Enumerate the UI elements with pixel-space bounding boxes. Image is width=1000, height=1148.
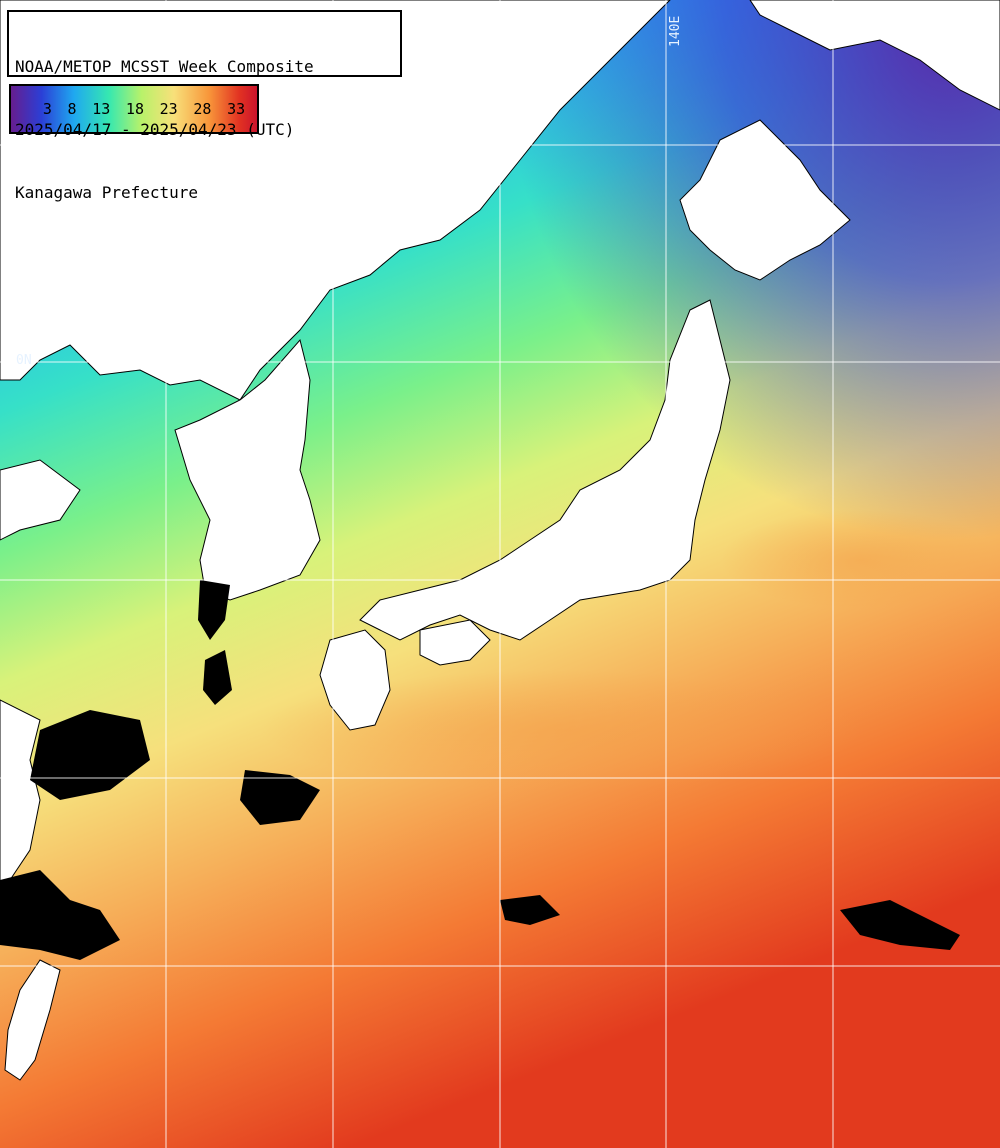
cloud-gap-korea-strait [198, 580, 230, 640]
cloud-gap-west-coast [0, 870, 120, 960]
warm-band-east [720, 510, 1000, 610]
legend-tick: 3 [42, 100, 52, 118]
land-far-east-north [749, 0, 1000, 111]
land-honshu [359, 299, 731, 641]
map-title-line-1: NOAA/METOP MCSST Week Composite [15, 57, 314, 76]
longitude-label: 140E [668, 15, 683, 47]
land-taiwan [4, 959, 61, 1081]
land-kyushu [319, 629, 391, 731]
legend-tick: 18 [125, 100, 144, 118]
legend-tick: 8 [67, 100, 77, 118]
legend-tick: 23 [159, 100, 178, 118]
map-title-box: NOAA/METOP MCSST Week Composite 2025/04/… [7, 10, 402, 202]
cloud-gap-east-pacific [840, 900, 960, 950]
temperature-legend: 3 8 13 18 23 28 33 [9, 84, 259, 134]
cloud-gap-central-pacific [500, 895, 560, 925]
cloud-gap-tsushima [203, 650, 232, 705]
land-hokkaido [679, 119, 851, 281]
latitude-label: 0N [16, 353, 32, 368]
kuroshio-warm-band [260, 670, 860, 790]
legend-tick: 13 [92, 100, 111, 118]
land-shikoku [419, 619, 491, 666]
map-title-line-3: Kanagawa Prefecture [15, 183, 199, 202]
legend-color-bar [9, 84, 259, 134]
legend-tick: 28 [193, 100, 212, 118]
land-korea [174, 338, 321, 601]
cloud-gap-near-okinawa [240, 770, 320, 825]
legend-tick: 33 [227, 100, 246, 118]
